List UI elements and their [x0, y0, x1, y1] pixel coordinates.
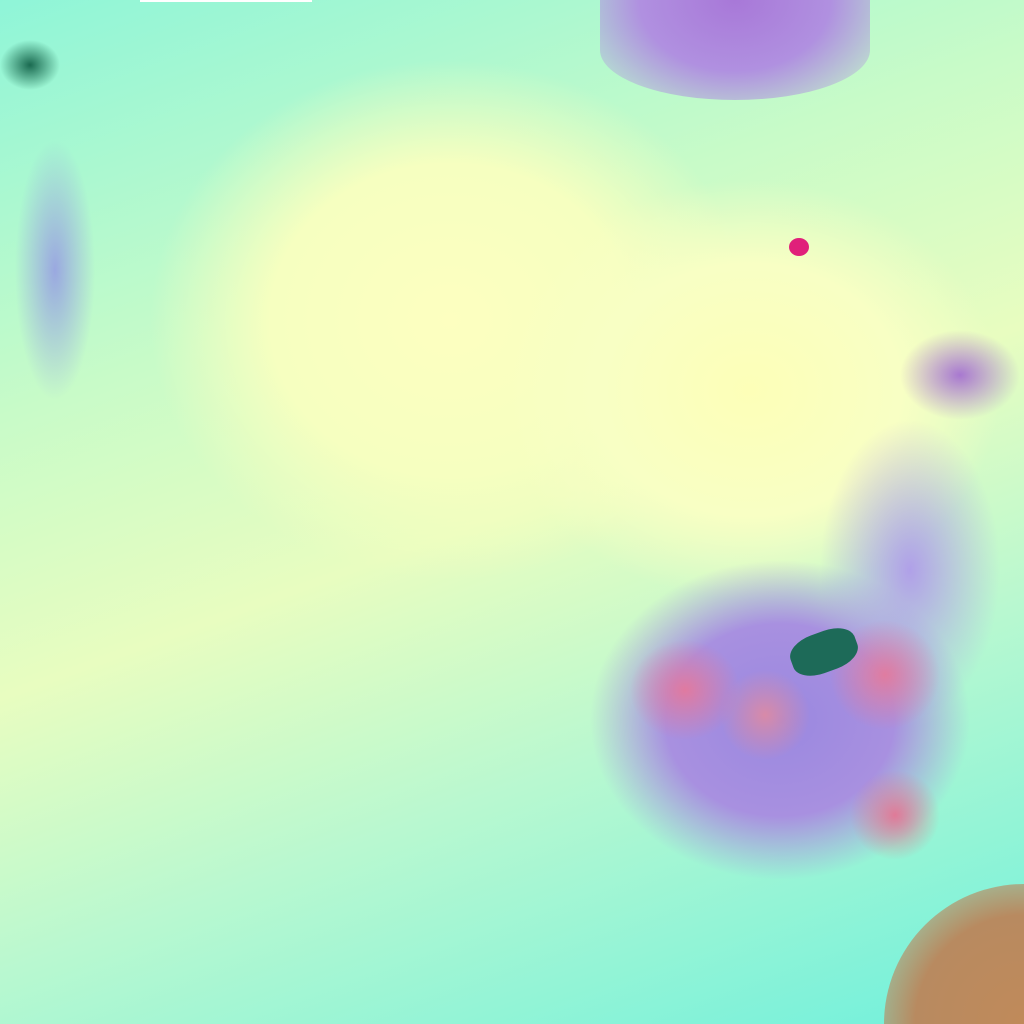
convective-core-4 [720, 670, 810, 760]
cold-cloud-top-purple [600, 0, 870, 100]
land-southeast-brown [884, 884, 1024, 1024]
land-northwest-dark [0, 40, 60, 90]
west-purple-streak [15, 140, 95, 400]
convective-core-3 [850, 770, 940, 860]
cold-cloud-east-purple [900, 330, 1020, 420]
image-top-edge-bar [140, 0, 312, 2]
hotspot-magenta [789, 238, 809, 256]
